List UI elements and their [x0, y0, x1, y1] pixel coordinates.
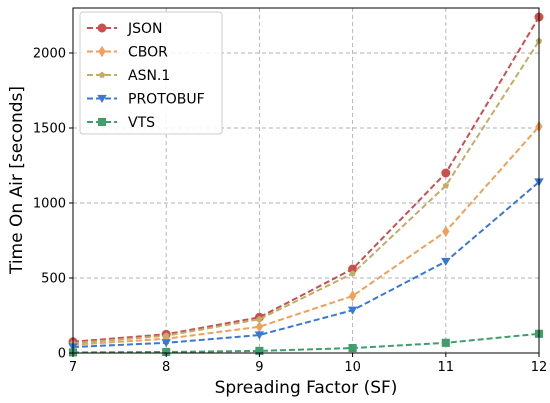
legend-box: [79, 11, 223, 135]
series-vts: [68, 329, 544, 357]
series-line: [72, 332, 540, 354]
x-axis-label: Spreading Factor (SF): [215, 378, 398, 398]
y-tick-label: 500: [41, 272, 66, 287]
data-point: [162, 347, 171, 356]
data-point: [442, 182, 450, 189]
data-point: [348, 264, 358, 274]
legend-label: JSON: [127, 21, 163, 37]
x-tick-label: 9: [255, 360, 263, 375]
series-cbor: [69, 120, 543, 351]
data-point: [441, 338, 450, 347]
y-tick-label: 1000: [33, 197, 66, 212]
x-tick-label: 8: [162, 360, 170, 375]
data-point: [349, 290, 357, 302]
series-protobuf: [68, 178, 544, 352]
legend-label: PROTOBUF: [128, 92, 205, 108]
data-point: [442, 225, 450, 238]
series-line: [72, 125, 540, 346]
data-point: [254, 331, 265, 340]
x-tick-label: 12: [531, 360, 548, 375]
data-point: [162, 332, 170, 339]
tick-layer: 7 8 9 10 11 12 0 500 1000 1500 2000: [33, 47, 547, 376]
legend-marker: [98, 71, 106, 78]
legend: JSON CBOR ASN.1 PROTOBUF VTS: [79, 11, 223, 135]
legend-marker: [98, 45, 106, 58]
data-point: [349, 270, 356, 277]
data-point: [256, 315, 263, 322]
series-line: [72, 40, 540, 345]
x-tick-label: 7: [69, 360, 77, 375]
legend-marker: [97, 117, 107, 127]
legend-marker: [97, 23, 107, 33]
legend-label: CBOR: [128, 45, 168, 61]
y-axis-label: Time On Air [seconds]: [7, 86, 27, 275]
series-line: [72, 181, 540, 348]
y-tick-label: 1500: [33, 122, 66, 137]
legend-marker: [97, 94, 107, 103]
legend-label: ASN.1: [128, 68, 170, 84]
series-line: [72, 16, 540, 343]
y-tick-label: 2000: [33, 47, 66, 62]
data-point: [441, 168, 451, 178]
x-tick-label: 10: [344, 360, 361, 375]
data-point: [347, 306, 358, 315]
x-tick-label: 11: [438, 360, 455, 375]
legend-label: VTS: [128, 115, 155, 131]
data-point: [255, 321, 263, 333]
data-point: [161, 339, 171, 348]
data-point: [441, 257, 451, 266]
plot-frame: [72, 7, 540, 354]
series-layer: [68, 12, 544, 357]
data-point: [348, 344, 357, 353]
y-tick-label: 0: [58, 347, 66, 362]
